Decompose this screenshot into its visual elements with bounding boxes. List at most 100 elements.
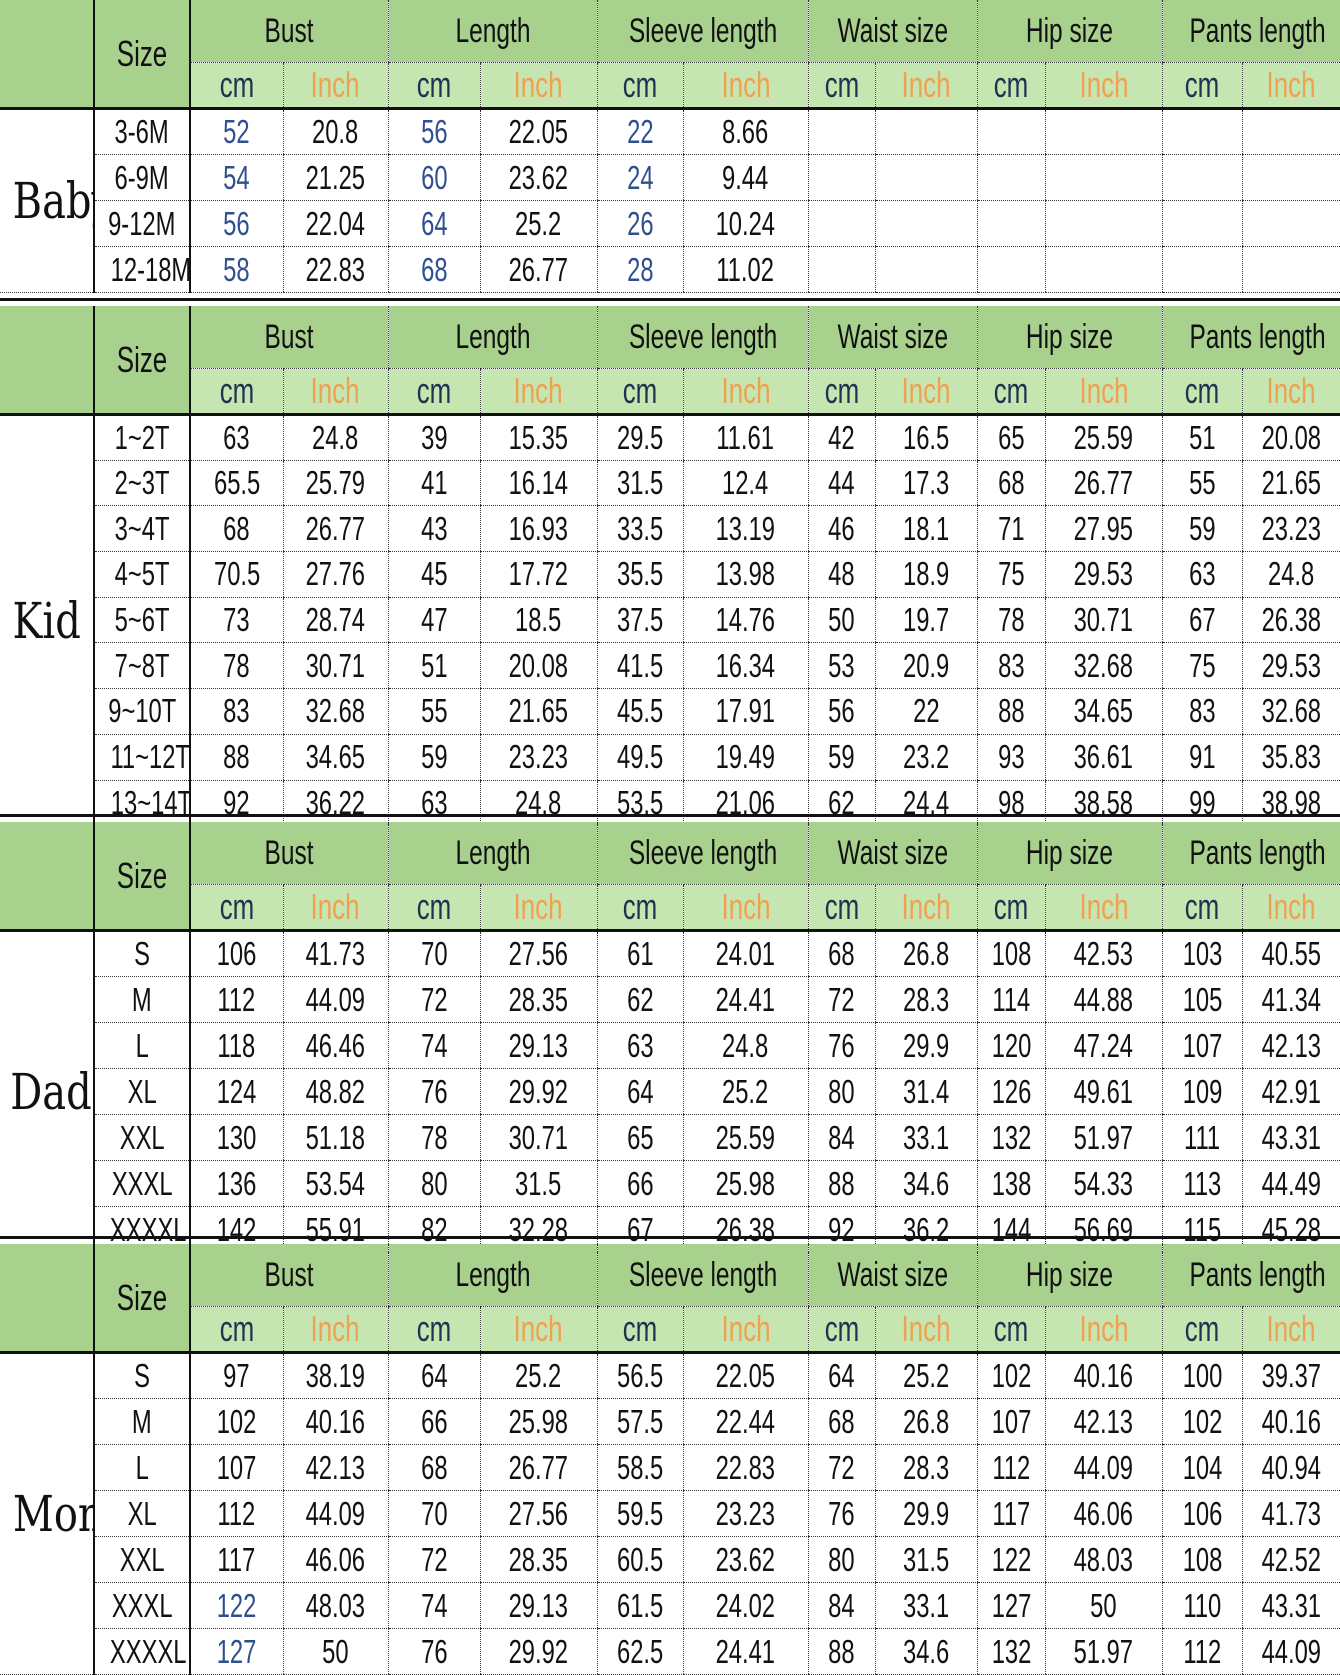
size-cell-text: M bbox=[132, 980, 152, 1018]
group-header: Waist size bbox=[807, 1244, 978, 1307]
value-cell bbox=[1161, 246, 1243, 293]
unit-cm: cm bbox=[1161, 884, 1243, 932]
size-cell: 1~2T bbox=[93, 414, 191, 461]
value-cell-text: 65 bbox=[997, 418, 1025, 456]
value-cell: 48 bbox=[807, 551, 876, 598]
section-label-text: Baby bbox=[12, 172, 92, 230]
value-cell: 107 bbox=[976, 1398, 1046, 1445]
value-cell: 120 bbox=[976, 1022, 1046, 1069]
value-cell-text: 45.5 bbox=[616, 692, 664, 730]
unit-inch-text: Inch bbox=[514, 1308, 564, 1349]
size-cell-text: 6-9M bbox=[114, 158, 170, 196]
value-cell-text: 73 bbox=[223, 601, 250, 639]
unit-inch: Inch bbox=[874, 62, 978, 110]
value-cell-text: 65.5 bbox=[213, 464, 260, 502]
value-cell-text: 16.14 bbox=[508, 464, 569, 502]
value-cell: 37.5 bbox=[596, 597, 684, 644]
value-cell: 43.31 bbox=[1241, 1582, 1340, 1629]
value-cell: 47 bbox=[387, 597, 481, 644]
unit-inch-text: Inch bbox=[311, 1308, 361, 1349]
value-cell-text: 44.09 bbox=[305, 1494, 366, 1532]
section-divider bbox=[0, 814, 1340, 817]
value-cell: 99 bbox=[1161, 780, 1243, 827]
value-cell: 44.49 bbox=[1241, 1160, 1340, 1207]
unit-cm-text: cm bbox=[622, 1308, 658, 1349]
value-cell: 38.19 bbox=[282, 1352, 389, 1399]
section-label-header bbox=[0, 0, 95, 110]
unit-cm-text: cm bbox=[416, 886, 452, 927]
value-cell-text: 50 bbox=[828, 601, 855, 639]
size-cell-text: XXXXL bbox=[109, 1632, 187, 1670]
value-cell-text: 29.92 bbox=[508, 1072, 569, 1110]
value-cell-text: 40.55 bbox=[1261, 935, 1322, 972]
value-cell: 59 bbox=[807, 734, 876, 781]
size-cell-text: 9~10T bbox=[108, 692, 177, 730]
unit-cm-text: cm bbox=[1184, 1308, 1220, 1349]
value-cell: 49.5 bbox=[596, 734, 684, 781]
size-cell: 13~14T bbox=[93, 780, 191, 827]
value-cell-text: 31.5 bbox=[902, 1540, 950, 1578]
value-cell: 31.5 bbox=[596, 460, 684, 507]
size-cell-text: XXXXL bbox=[109, 1210, 187, 1248]
value-cell-text: 53 bbox=[828, 646, 855, 684]
value-cell: 34.65 bbox=[282, 734, 389, 781]
table-row: 12-18M 58 22.83 68 26.77 28 11.02 bbox=[0, 246, 1340, 293]
value-cell-text: 41.73 bbox=[1261, 1494, 1322, 1532]
unit-cm: cm bbox=[976, 368, 1046, 416]
value-cell: 24.8 bbox=[479, 780, 598, 827]
unit-cm: cm bbox=[807, 884, 876, 932]
value-cell-text: 111 bbox=[1183, 1118, 1221, 1156]
value-cell-text: 33.1 bbox=[902, 1118, 950, 1156]
unit-cm-text: cm bbox=[993, 886, 1029, 927]
size-header: Size bbox=[93, 306, 191, 416]
value-cell: 11.02 bbox=[682, 246, 809, 293]
table-row: M 112 44.09 72 28.35 62 24.41 72 28.3 114 44.88 105… bbox=[0, 976, 1340, 1023]
value-cell: 23.23 bbox=[1241, 505, 1340, 553]
value-cell: 61.5 bbox=[596, 1582, 684, 1629]
value-cell: 84 bbox=[807, 1582, 876, 1629]
value-cell: 56 bbox=[387, 108, 481, 155]
value-cell-text: 78 bbox=[223, 646, 250, 684]
value-cell: 72 bbox=[387, 1536, 481, 1583]
value-cell: 76 bbox=[387, 1068, 481, 1115]
group-header-text: Waist size bbox=[837, 1255, 948, 1294]
value-cell-text: 48 bbox=[828, 555, 855, 593]
value-cell: 17.3 bbox=[874, 460, 978, 507]
value-cell: 13.98 bbox=[682, 551, 809, 598]
value-cell: 88 bbox=[807, 1160, 876, 1207]
value-cell: 57.5 bbox=[596, 1398, 684, 1445]
value-cell: 72 bbox=[807, 976, 876, 1023]
value-cell-text: 100 bbox=[1182, 1357, 1222, 1394]
size-cell-text: S bbox=[134, 1357, 150, 1394]
table-row: 9~10T 83 32.68 55 21.65 45.5 17.91 56 22 88 34.65 8… bbox=[0, 688, 1340, 735]
value-cell bbox=[1044, 154, 1163, 201]
unit-inch: Inch bbox=[282, 62, 389, 110]
value-cell: 25.2 bbox=[874, 1352, 978, 1399]
size-cell: 9-12M bbox=[93, 200, 191, 247]
value-cell-text: 26.8 bbox=[902, 935, 950, 972]
unit-cm: cm bbox=[1161, 1306, 1243, 1354]
unit-inch-text: Inch bbox=[1266, 370, 1316, 411]
value-cell-text: 46.06 bbox=[1073, 1494, 1134, 1532]
size-cell: XXL bbox=[93, 1114, 191, 1161]
value-cell-text: 25.59 bbox=[715, 1118, 776, 1156]
value-cell: 56 bbox=[189, 200, 283, 247]
value-cell-text: 9.44 bbox=[722, 158, 769, 196]
section-label-header bbox=[0, 306, 95, 416]
value-cell: 41 bbox=[387, 460, 481, 507]
value-cell: 102 bbox=[976, 1352, 1046, 1399]
value-cell-text: 23.2 bbox=[902, 738, 950, 776]
value-cell-text: 30.71 bbox=[1073, 601, 1134, 639]
unit-cm-text: cm bbox=[622, 64, 658, 105]
value-cell: 30.71 bbox=[282, 642, 389, 690]
value-cell: 46 bbox=[807, 505, 876, 553]
value-cell: 26 bbox=[596, 200, 684, 247]
value-cell-text: 24.01 bbox=[715, 935, 776, 972]
value-cell-text: 48.03 bbox=[1073, 1540, 1134, 1578]
value-cell-text: 44.09 bbox=[305, 980, 366, 1018]
value-cell: 111 bbox=[1161, 1114, 1243, 1161]
value-cell: 68 bbox=[807, 1398, 876, 1445]
unit-cm-text: cm bbox=[219, 1308, 255, 1349]
value-cell-text: 78 bbox=[997, 601, 1025, 639]
value-cell-text: 29.13 bbox=[508, 1586, 569, 1624]
